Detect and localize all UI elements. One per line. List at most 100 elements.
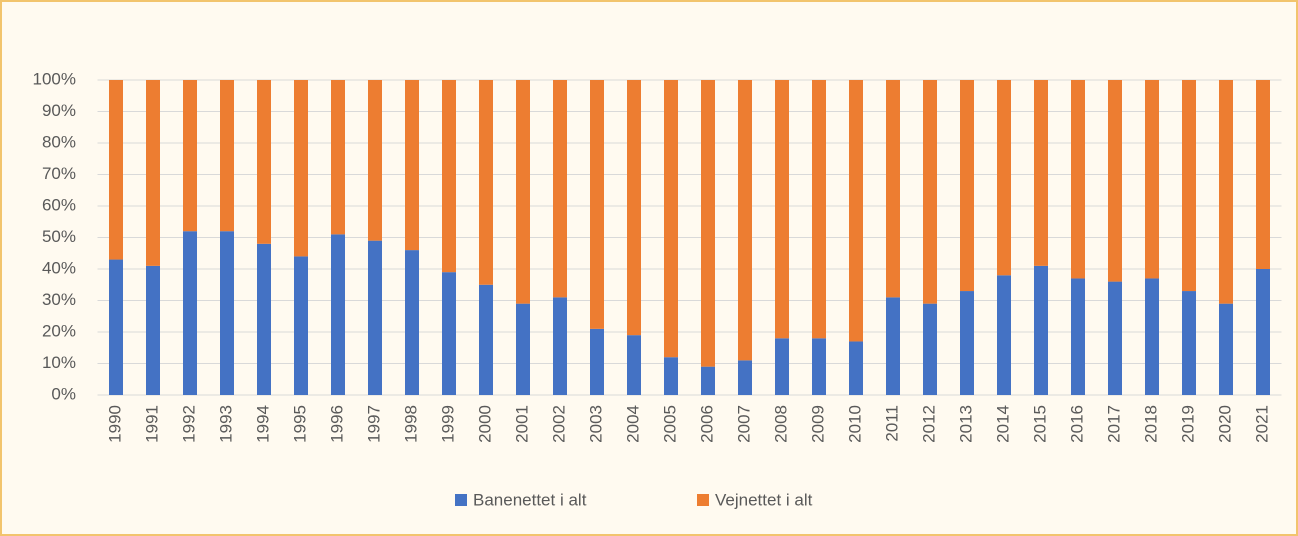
bar-segment bbox=[368, 240, 382, 395]
bar-segment bbox=[960, 291, 974, 395]
bar-segment bbox=[405, 250, 419, 395]
x-tick-label: 2020 bbox=[1215, 405, 1234, 443]
x-tick-label: 2018 bbox=[1141, 405, 1160, 443]
y-tick-label: 100% bbox=[33, 69, 76, 88]
x-tick-label: 1996 bbox=[327, 405, 346, 443]
bar-segment bbox=[627, 80, 641, 336]
bar-segment bbox=[775, 80, 789, 339]
bar-segment bbox=[553, 80, 567, 298]
bar-segment bbox=[183, 80, 197, 232]
y-tick-label: 80% bbox=[42, 132, 76, 151]
bar-segment bbox=[812, 338, 826, 395]
bar-segment bbox=[1219, 80, 1233, 304]
bar-segment bbox=[183, 231, 197, 395]
bar-segment bbox=[923, 80, 937, 304]
bar-segment bbox=[146, 80, 160, 266]
x-tick-label: 1997 bbox=[364, 405, 383, 443]
bar-segment bbox=[664, 357, 678, 395]
bar-segment bbox=[1256, 80, 1270, 269]
bar-segment bbox=[294, 256, 308, 395]
bar-segment bbox=[590, 80, 604, 329]
bar-segment bbox=[442, 272, 456, 395]
bar-segment bbox=[146, 265, 160, 395]
bar-segment bbox=[405, 80, 419, 251]
x-tick-label: 2010 bbox=[845, 405, 864, 443]
x-tick-label: 1990 bbox=[105, 405, 124, 443]
bar-segment bbox=[109, 259, 123, 395]
x-tick-label: 2001 bbox=[512, 405, 531, 443]
bar-segment bbox=[1256, 269, 1270, 395]
x-tick-label: 2004 bbox=[623, 405, 642, 443]
x-tick-label: 2002 bbox=[549, 405, 568, 443]
x-tick-label: 2006 bbox=[697, 405, 716, 443]
x-tick-label: 2003 bbox=[586, 405, 605, 443]
bar-segment bbox=[923, 303, 937, 395]
bar-segment bbox=[1034, 265, 1048, 395]
bar-segment bbox=[738, 360, 752, 395]
bar-segment bbox=[738, 80, 752, 361]
legend-label: Vejnettet i alt bbox=[715, 490, 813, 509]
bar-segment bbox=[1145, 278, 1159, 395]
x-tick-label: 1995 bbox=[290, 405, 309, 443]
bar-segment bbox=[294, 80, 308, 257]
bar-segment bbox=[257, 80, 271, 244]
bar-segment bbox=[849, 80, 863, 342]
bar-segment bbox=[516, 80, 530, 304]
y-tick-label: 20% bbox=[42, 321, 76, 340]
x-tick-label: 2021 bbox=[1252, 405, 1271, 443]
bar-segment bbox=[960, 80, 974, 292]
bar-segment bbox=[1182, 291, 1196, 395]
x-tick-label: 2015 bbox=[1030, 405, 1049, 443]
x-tick-label: 1998 bbox=[401, 405, 420, 443]
y-tick-label: 60% bbox=[42, 195, 76, 214]
x-tick-label: 1994 bbox=[253, 405, 272, 443]
bar-segment bbox=[331, 80, 345, 235]
bar-segment bbox=[701, 366, 715, 395]
bar-segment bbox=[886, 297, 900, 395]
legend-swatch bbox=[697, 494, 709, 506]
bar-segment bbox=[553, 297, 567, 395]
x-tick-label: 2012 bbox=[919, 405, 938, 443]
bar-segment bbox=[1182, 80, 1196, 292]
bar-segment bbox=[257, 243, 271, 395]
y-tick-label: 0% bbox=[51, 384, 76, 403]
bar-segment bbox=[109, 80, 123, 260]
x-tick-label: 2007 bbox=[734, 405, 753, 443]
x-tick-label: 2014 bbox=[993, 405, 1012, 443]
x-tick-label: 2016 bbox=[1067, 405, 1086, 443]
bar-segment bbox=[775, 338, 789, 395]
bar-segment bbox=[220, 231, 234, 395]
y-tick-label: 40% bbox=[42, 258, 76, 277]
x-tick-label: 2017 bbox=[1104, 405, 1123, 443]
y-tick-label: 50% bbox=[42, 227, 76, 246]
x-tick-label: 1992 bbox=[179, 405, 198, 443]
bar-segment bbox=[886, 80, 900, 298]
bar-segment bbox=[1071, 80, 1085, 279]
x-tick-label: 1993 bbox=[216, 405, 235, 443]
bar-segment bbox=[1108, 80, 1122, 282]
bar-segment bbox=[997, 80, 1011, 276]
y-tick-label: 10% bbox=[42, 353, 76, 372]
x-tick-label: 2011 bbox=[882, 405, 901, 442]
bar-segment bbox=[701, 80, 715, 367]
bar-segment bbox=[516, 303, 530, 395]
x-tick-label: 2009 bbox=[808, 405, 827, 443]
bar-segment bbox=[220, 80, 234, 232]
x-tick-label: 1999 bbox=[438, 405, 457, 443]
y-tick-label: 90% bbox=[42, 101, 76, 120]
bar-segment bbox=[664, 80, 678, 358]
bar-segment bbox=[1034, 80, 1048, 266]
x-tick-label: 2008 bbox=[771, 405, 790, 443]
bar-segment bbox=[590, 328, 604, 395]
x-tick-label: 2005 bbox=[660, 405, 679, 443]
bar-segment bbox=[1145, 80, 1159, 279]
y-tick-label: 30% bbox=[42, 290, 76, 309]
bar-segment bbox=[997, 275, 1011, 395]
bar-segment bbox=[1219, 303, 1233, 395]
bar-segment bbox=[479, 80, 493, 285]
bar-segment bbox=[1071, 278, 1085, 395]
bar-segment bbox=[1108, 281, 1122, 395]
bar-segment bbox=[442, 80, 456, 273]
legend-label: Banenettet i alt bbox=[473, 490, 587, 509]
